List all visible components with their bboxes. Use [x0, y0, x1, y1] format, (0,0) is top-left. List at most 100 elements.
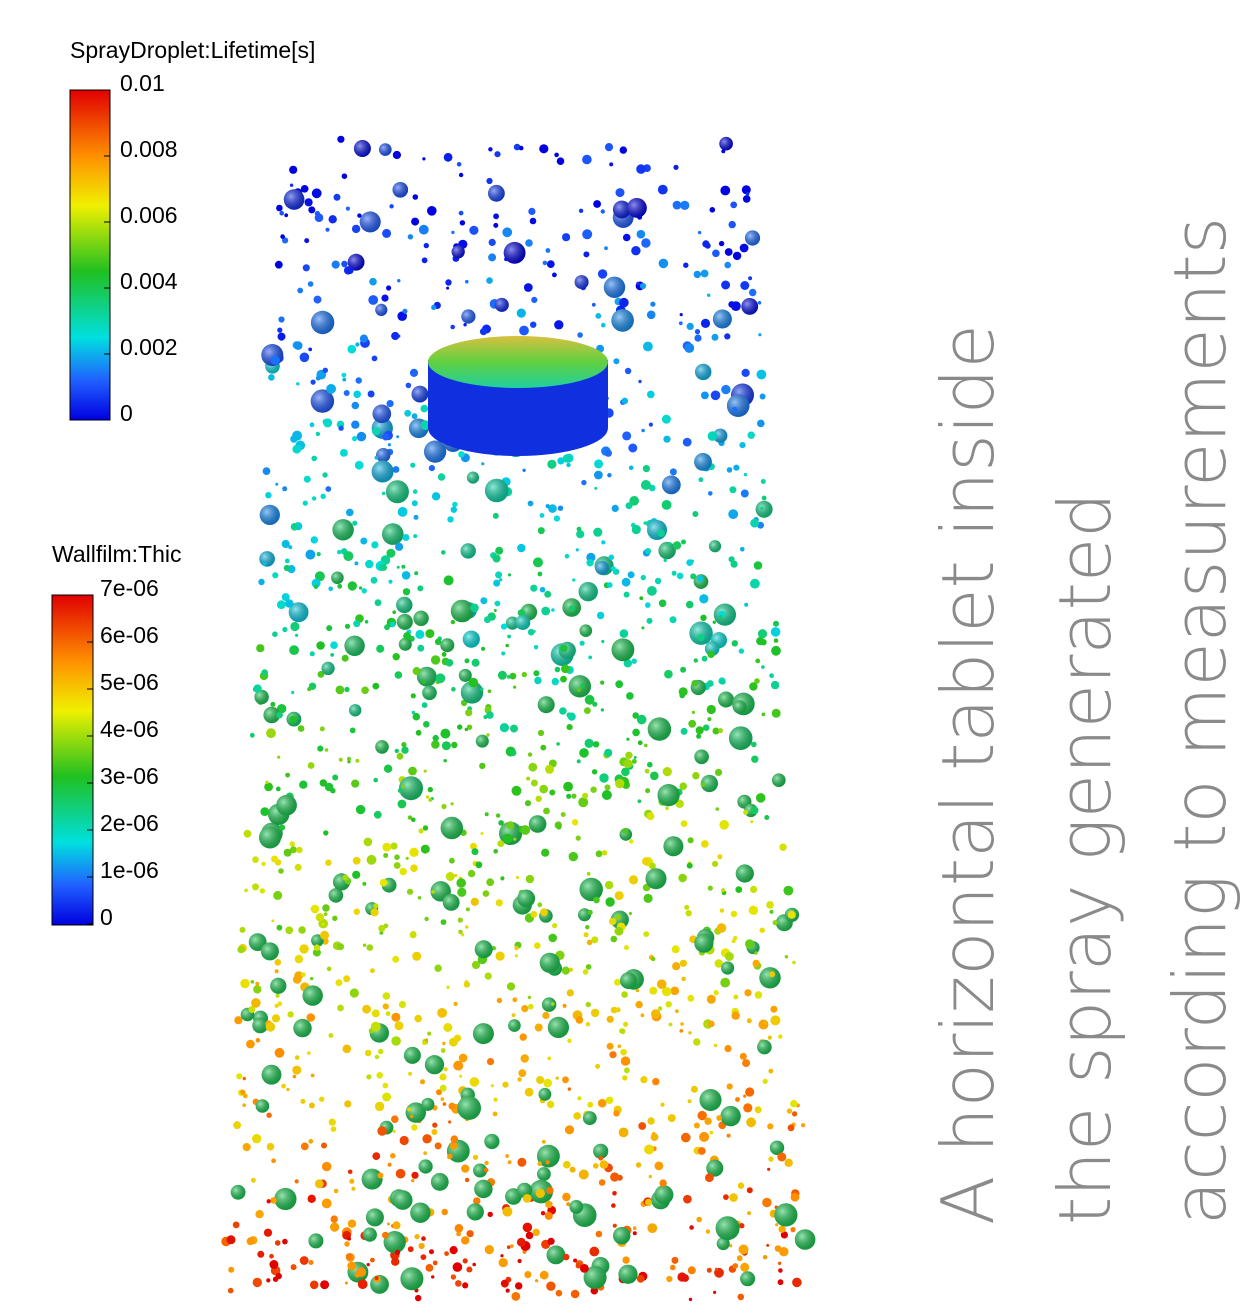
droplet	[756, 369, 767, 380]
droplet	[382, 992, 391, 1000]
droplet	[540, 744, 547, 751]
droplet	[432, 1122, 438, 1128]
droplet	[778, 1225, 786, 1233]
droplet	[414, 571, 419, 576]
droplet	[251, 998, 261, 1008]
droplet	[234, 1016, 243, 1025]
droplet	[719, 820, 729, 830]
droplet	[285, 926, 294, 935]
droplet	[714, 959, 723, 968]
droplet	[465, 907, 470, 912]
droplet	[515, 1282, 523, 1290]
droplet	[721, 888, 726, 893]
droplet-shade	[321, 661, 335, 676]
droplet	[427, 1031, 432, 1036]
droplet	[461, 1164, 470, 1173]
droplet	[303, 475, 311, 483]
droplet-shade	[353, 140, 371, 157]
droplet-shade	[375, 303, 388, 316]
droplet	[644, 1198, 653, 1206]
droplet-shade	[382, 523, 404, 545]
legend-label: 0.008	[120, 136, 178, 162]
droplet	[347, 1261, 357, 1271]
droplet	[387, 1162, 392, 1167]
droplet	[696, 733, 702, 739]
droplet	[493, 849, 499, 854]
droplet	[505, 1154, 509, 1158]
droplet	[770, 1005, 778, 1013]
droplet	[355, 758, 360, 763]
droplet	[434, 1142, 442, 1150]
droplet	[493, 1097, 498, 1102]
droplet-shade	[460, 543, 476, 559]
droplet	[636, 164, 646, 174]
droplet	[628, 465, 634, 471]
droplet	[731, 939, 736, 944]
droplet	[693, 1122, 700, 1129]
droplet	[636, 1274, 645, 1283]
droplet	[559, 707, 567, 715]
droplet	[542, 260, 548, 266]
droplet	[572, 578, 576, 582]
color-bar	[69, 89, 111, 421]
droplet	[636, 229, 646, 239]
droplet	[627, 571, 635, 579]
droplet	[716, 1115, 723, 1121]
droplet-shade	[728, 726, 753, 750]
droplet	[530, 779, 538, 787]
droplet	[735, 1097, 740, 1102]
droplet	[787, 1124, 795, 1132]
droplet	[484, 1245, 494, 1255]
droplet	[712, 249, 720, 258]
droplet	[743, 1094, 747, 1098]
droplet-shade	[694, 453, 712, 471]
droplet	[383, 853, 389, 858]
droplet	[545, 504, 550, 509]
droplet	[784, 1158, 793, 1168]
droplet	[385, 1011, 391, 1016]
droplet	[457, 887, 467, 897]
droplet-shade	[248, 933, 267, 951]
droplet	[592, 741, 600, 748]
droplet	[525, 239, 533, 247]
droplet-shade	[450, 599, 474, 623]
droplet	[370, 576, 378, 584]
droplet	[604, 748, 613, 757]
droplet	[740, 281, 750, 290]
droplet	[675, 1009, 679, 1014]
droplet	[499, 723, 509, 733]
tablet-top	[428, 336, 608, 388]
droplet	[606, 1042, 614, 1050]
droplet	[227, 1287, 234, 1294]
droplet	[391, 331, 400, 341]
droplet	[705, 1229, 711, 1234]
droplet-shade	[618, 1264, 638, 1284]
droplet	[517, 1258, 522, 1264]
droplet	[777, 1152, 787, 1162]
droplet	[659, 1179, 667, 1187]
droplet	[718, 728, 723, 734]
droplet	[539, 1270, 549, 1280]
droplet	[713, 1043, 718, 1048]
droplet	[590, 786, 597, 793]
droplet	[349, 988, 359, 998]
droplet-shade	[259, 826, 281, 849]
droplet	[706, 680, 714, 687]
tablet	[428, 336, 608, 456]
droplet-shade	[361, 1168, 383, 1190]
droplet-shade	[473, 1163, 488, 1178]
droplet	[442, 1041, 446, 1046]
droplet	[441, 803, 447, 810]
droplet	[285, 772, 290, 778]
droplet	[706, 994, 716, 1004]
droplet	[323, 912, 328, 916]
droplet	[732, 1263, 739, 1269]
droplet	[443, 759, 447, 763]
droplet	[292, 975, 302, 984]
droplet	[724, 1045, 732, 1053]
droplet-shade	[713, 428, 728, 443]
droplet	[656, 979, 667, 989]
droplet	[534, 942, 541, 949]
droplet	[619, 297, 629, 308]
droplet	[449, 1142, 458, 1150]
